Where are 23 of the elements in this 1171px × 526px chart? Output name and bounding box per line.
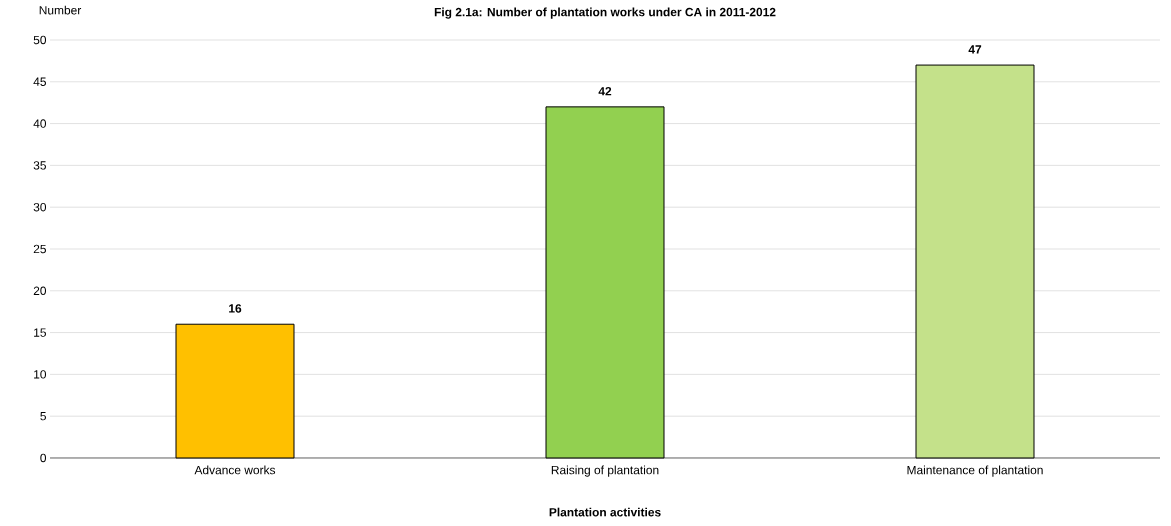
y-axis-title: Number	[39, 5, 82, 15]
y-tick-label: 25	[33, 244, 46, 254]
y-tick-label: 50	[33, 35, 47, 45]
data-label: 16	[229, 304, 242, 313]
bar	[175, 323, 295, 459]
x-tick-label: Raising of plantation	[551, 465, 659, 477]
x-tick-label: Advance works	[194, 465, 276, 475]
y-tick-label: 30	[33, 202, 47, 212]
x-axis-title: Plantation activities	[549, 507, 661, 517]
bar	[545, 106, 665, 459]
y-tick-label: 45	[33, 77, 46, 86]
bar	[915, 64, 1035, 459]
x-tick-label: Maintenance of plantation	[907, 465, 1043, 477]
y-tick-label: 10	[34, 370, 47, 379]
y-tick-label: 35	[33, 161, 46, 170]
chart-title: Fig 2.1a: Number of plantation works under CA in 2011-2012	[434, 7, 776, 19]
y-tick-label: 40	[33, 119, 47, 128]
y-tick-label: 15	[34, 328, 46, 337]
data-label: 47	[968, 45, 982, 54]
y-tick-label: 5	[40, 412, 46, 421]
y-tick-label: 0	[40, 453, 47, 463]
data-label: 42	[598, 87, 612, 96]
y-tick-label: 20	[33, 286, 47, 296]
